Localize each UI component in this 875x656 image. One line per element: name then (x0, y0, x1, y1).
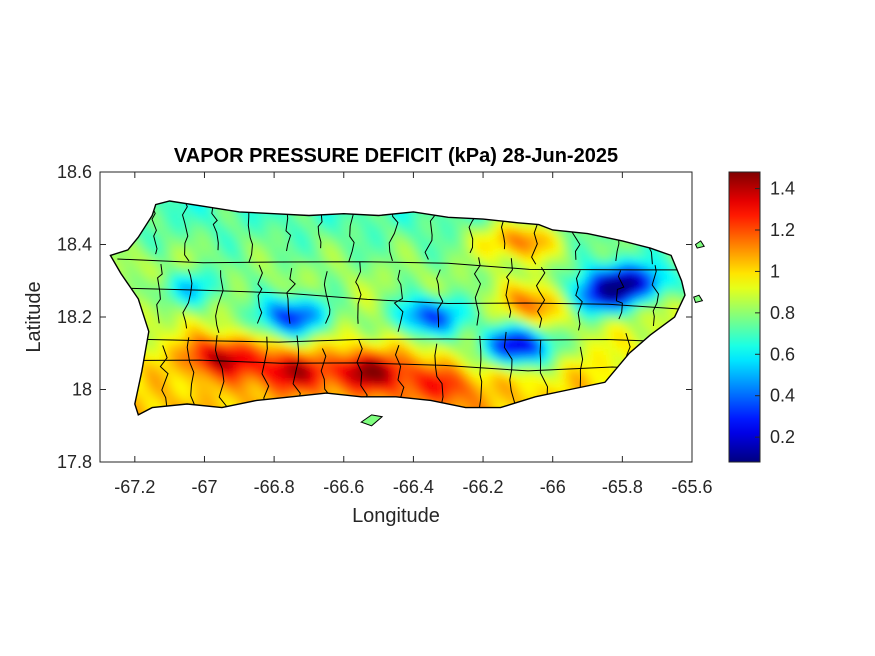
colorbar-tick-label: 0.8 (770, 303, 795, 323)
x-tick-label: -65.6 (671, 477, 712, 497)
x-tick-label: -66.6 (323, 477, 364, 497)
x-tick-label: -67 (191, 477, 217, 497)
municipal-boundary (436, 269, 444, 328)
municipal-boundary (355, 262, 362, 324)
coastline (109, 200, 686, 416)
x-tick-label: -65.8 (602, 477, 643, 497)
y-tick-label: 18 (72, 380, 92, 400)
small-islands (360, 240, 705, 427)
municipal-boundary (156, 264, 163, 324)
municipal-boundary (186, 337, 195, 415)
municipal-boundary (117, 359, 685, 372)
municipal-boundary (215, 270, 224, 334)
municipal-boundary (117, 258, 685, 271)
colorbar-tick-label: 0.4 (770, 386, 795, 406)
colorbar-tick-label: 1 (770, 261, 780, 281)
x-tick-label: -66 (540, 477, 566, 497)
y-axis-ticks: 17.8 18 18.2 18.4 18.6 (57, 162, 692, 472)
colorbar-ticks: 0.2 0.4 0.6 0.8 1 1.2 1.4 (755, 179, 795, 447)
colorbar-tick-label: 1.4 (770, 179, 795, 199)
x-tick-label: -66.2 (463, 477, 504, 497)
x-axis-ticks: -67.2 -67 -66.8 -66.6 -66.4 -66.2 -66 -65.8 -65.… (114, 172, 713, 497)
municipal-boundary (323, 271, 331, 324)
municipal-boundary (575, 270, 583, 331)
x-axis-label: Longitude (352, 505, 440, 527)
colorbar-frame (728, 171, 761, 463)
y-tick-label: 18.2 (57, 307, 92, 327)
x-tick-label: -67.2 (114, 477, 155, 497)
colorbar: 0.2 0.4 0.6 0.8 1 1.2 1.4 (728, 171, 795, 463)
municipal-boundary (182, 269, 193, 329)
y-tick-label: 17.8 (57, 452, 92, 472)
map-axes: -67.2 -67 -66.8 -66.6 -66.4 -66.2 -66 -65.8 -65.… (57, 162, 713, 497)
municipal-boundary (535, 266, 546, 328)
y-tick-label: 18.4 (57, 235, 92, 255)
municipal-boundary (181, 201, 190, 262)
island-outline (693, 294, 704, 304)
municipal-boundary (651, 265, 660, 327)
colorbar-tick-label: 0.2 (770, 427, 795, 447)
y-axis-label: Latitude (23, 281, 45, 352)
municipal-boundary (478, 335, 485, 415)
x-tick-label: -66.4 (393, 477, 434, 497)
municipal-boundary (615, 270, 625, 320)
colorbar-tick-label: 0.6 (770, 344, 795, 364)
chart-title: VAPOR PRESSURE DEFICIT (kPa) 28-Jun-2025 (174, 145, 618, 167)
y-tick-label: 18.6 (57, 162, 92, 182)
municipal-boundary (286, 268, 296, 324)
municipal-boundary (505, 258, 513, 318)
colorbar-gradient (729, 172, 760, 462)
island-outline (694, 240, 705, 249)
island-outline (360, 414, 384, 427)
municipal-boundary (473, 257, 482, 326)
x-tick-label: -66.8 (254, 477, 295, 497)
colorbar-tick-label: 1.2 (770, 220, 795, 240)
municipal-boundary (117, 287, 685, 311)
municipal-boundary (117, 338, 685, 343)
